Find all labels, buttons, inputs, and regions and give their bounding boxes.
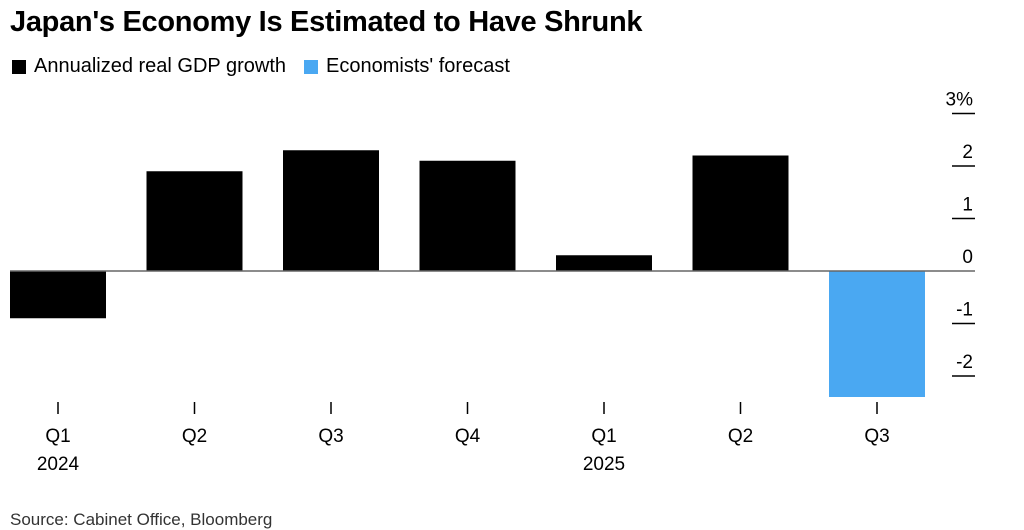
x-year-label-5: 2025 xyxy=(583,454,625,475)
bar-2 xyxy=(146,171,243,271)
x-tick-label-4: Q4 xyxy=(455,426,481,447)
y-tick-label-1: 2 xyxy=(962,142,973,163)
legend-swatch-actual xyxy=(12,59,26,74)
y-tick-label-0: 3% xyxy=(946,90,974,111)
x-tick-label-1: Q1 xyxy=(45,426,70,447)
legend-label-actual: Annualized real GDP growth xyxy=(34,55,286,77)
bar-6 xyxy=(692,155,789,271)
bar-4 xyxy=(419,160,516,271)
legend-item-forecast: Economists' forecast xyxy=(304,55,510,78)
bar-3 xyxy=(283,150,379,271)
chart-legend: Annualized real GDP growth Economists' f… xyxy=(12,55,528,78)
legend-swatch-forecast xyxy=(304,59,318,74)
legend-item-actual: Annualized real GDP growth xyxy=(12,55,286,78)
chart-title: Japan's Economy Is Estimated to Have Shr… xyxy=(10,6,643,38)
bar-1 xyxy=(10,271,106,319)
chart-source: Source: Cabinet Office, Bloomberg xyxy=(10,510,273,529)
x-tick-label-6: Q2 xyxy=(728,426,753,447)
y-tick-label-2: 1 xyxy=(962,195,973,216)
y-tick-label-5: -2 xyxy=(956,352,973,373)
y-tick-label-3: 0 xyxy=(962,247,973,268)
y-tick-label-4: -1 xyxy=(956,300,973,321)
x-tick-label-5: Q1 xyxy=(591,426,616,447)
bar-5 xyxy=(556,255,652,271)
x-year-label-1: 2024 xyxy=(37,454,80,475)
x-tick-label-7: Q3 xyxy=(864,426,889,447)
x-tick-label-3: Q3 xyxy=(318,426,343,447)
bar-7 xyxy=(829,271,925,397)
x-tick-label-2: Q2 xyxy=(182,426,207,447)
legend-label-forecast: Economists' forecast xyxy=(326,55,510,77)
